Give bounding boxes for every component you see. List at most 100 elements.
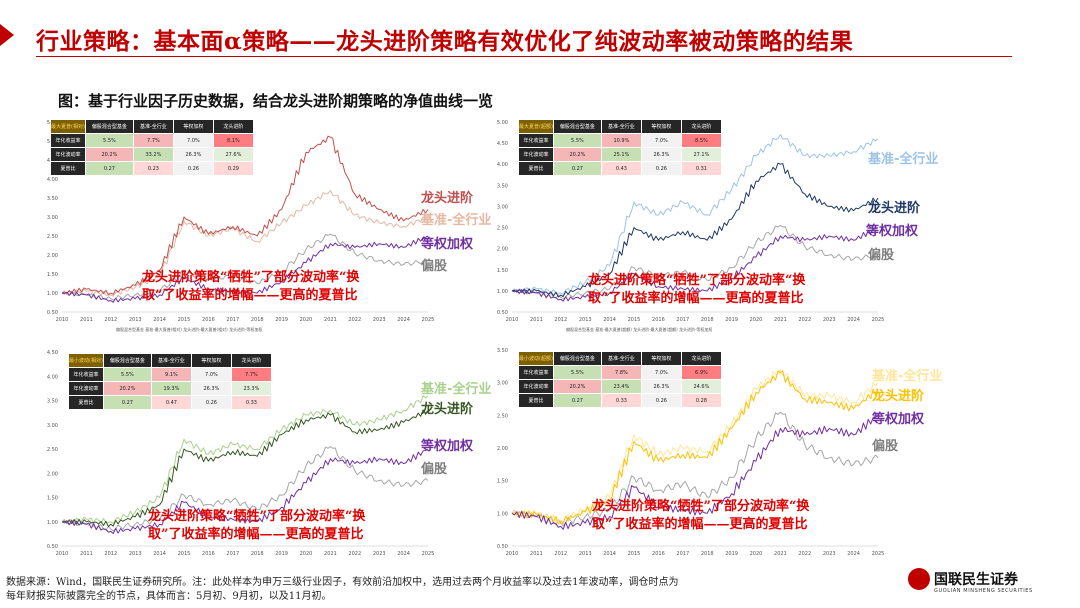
table-row-label: 年化波动率: [68, 381, 104, 396]
series-label: 基准-全行业: [421, 382, 492, 397]
annotation-line-2: 取”了收益率的增幅——更高的夏普比: [592, 517, 808, 532]
table-row-label: 夏普比: [50, 161, 86, 176]
table-header-cell: 龙头进阶: [230, 353, 272, 368]
table-cell: 10.9%: [600, 133, 642, 148]
x-tick-label: 2019: [275, 317, 288, 323]
table-header-cell: 偏股混合型基金: [552, 119, 602, 134]
x-tick-label: 2023: [373, 551, 386, 557]
x-tick-label: 2016: [652, 551, 665, 557]
metrics-table: 最大夏普(相对) 偏股混合型基金 基准-全行业 等权加权 龙头进阶 年化收益率 5.5% 7.…: [50, 119, 254, 176]
chart-svg: 0.501.001.502.002.503.003.504.004.505.00…: [497, 120, 885, 323]
table-cell: 0.26: [640, 393, 682, 408]
table-row-label: 夏普比: [68, 395, 104, 410]
table-cell: 33.2%: [132, 147, 174, 162]
x-tick-label: 2025: [422, 317, 435, 323]
x-tick-label: 2020: [300, 551, 313, 557]
annotation-text: 龙头进阶策略“牺牲”了部分波动率“换 取”了收益率的增幅——更高的夏普比: [148, 508, 433, 544]
series-line: [61, 446, 429, 532]
x-tick-label: 2011: [80, 317, 93, 323]
chart-panel-min-vol-relative: 0.50 1.00 1.50 2.00 2.50 3.00 3.50 4.00 4.50 2010…: [30, 348, 500, 568]
logo-subtitle: GUOLIAN MINSHENG SECURITIES: [934, 588, 1033, 594]
x-tick-label: 2015: [178, 317, 191, 323]
x-tick-label: 2024: [847, 317, 860, 323]
x-tick-label: 2014: [153, 551, 166, 557]
chart-svg: 0.501.001.502.002.503.003.504.004.505.00…: [47, 120, 435, 323]
x-tick-label: 2017: [676, 551, 689, 557]
page-title: 行业策略：基本面α策略——龙头进阶策略有效优化了纯波动率被动策略的结果: [36, 28, 854, 55]
x-tick-label: 2011: [530, 317, 543, 323]
table-row-label: 年化收益率: [518, 365, 554, 380]
x-tick-label: 2017: [226, 551, 239, 557]
table-cell: 26.3%: [640, 147, 682, 162]
table-cell: 7.7%: [132, 133, 174, 148]
table-cell: 0.31: [680, 161, 722, 176]
logo-emblem-icon: [908, 568, 930, 590]
table-header-cell: 偏股混合型基金: [84, 119, 134, 134]
y-tick-label: 2.00: [47, 253, 58, 259]
table-header-cell: 等权加权: [172, 119, 214, 134]
table-cell: 8.1%: [212, 133, 254, 148]
table-cell: 0.27: [552, 393, 602, 408]
table-row-label: 年化波动率: [50, 147, 86, 162]
x-tick-label: 2010: [56, 551, 69, 557]
series-label: 等权加权: [872, 412, 925, 427]
annotation-line-1: 龙头进阶策略“牺牲”了部分波动率“换: [142, 270, 360, 285]
table-cell: 0.27: [102, 395, 152, 410]
y-tick-label: 4.00: [47, 177, 58, 183]
x-tick-label: 2023: [823, 551, 836, 557]
x-tick-label: 2020: [300, 317, 313, 323]
table-cell: 8.5%: [680, 133, 722, 148]
figure-title: 图：基于行业因子历史数据，结合龙头进阶期策略的净值曲线一览: [58, 92, 494, 110]
x-tick-label: 2011: [80, 551, 93, 557]
table-cell: 0.27: [552, 161, 602, 176]
x-tick-label: 2012: [104, 551, 117, 557]
series-label: 龙头进阶: [421, 191, 474, 206]
series-label: 龙头进阶: [872, 389, 925, 404]
x-tick-label: 2022: [798, 551, 811, 557]
y-tick-label: 3.00: [47, 423, 58, 429]
table-header-cell: 等权加权: [190, 353, 232, 368]
series-label: 基准-全行业: [872, 369, 943, 384]
y-tick-label: 0.50: [47, 544, 58, 550]
table-cell: 6.9%: [680, 365, 722, 380]
series-label: 基准-全行业: [421, 213, 492, 228]
x-tick-label: 2022: [798, 317, 811, 323]
table-cell: 7.0%: [190, 367, 232, 382]
table-cell: 0.26: [190, 395, 232, 410]
x-tick-label: 2018: [701, 551, 714, 557]
table-header-cell: 龙头进阶: [680, 119, 722, 134]
x-tick-label: 2018: [251, 551, 264, 557]
table-header-cell: 等权加权: [640, 351, 682, 366]
x-tick-label: 2016: [652, 317, 665, 323]
y-tick-label: 0.50: [47, 310, 58, 316]
x-tick-label: 2017: [676, 317, 689, 323]
x-tick-label: 2016: [202, 317, 215, 323]
y-tick-label: 1.00: [47, 291, 58, 297]
y-tick-label: 3.50: [47, 196, 58, 202]
table-cell: 0.29: [212, 161, 254, 176]
table-cell: 5.5%: [102, 367, 152, 382]
x-tick-label: 2013: [579, 317, 592, 323]
x-tick-label: 2020: [750, 317, 763, 323]
x-tick-label: 2014: [153, 317, 166, 323]
series-label: 基准-全行业: [868, 152, 939, 167]
metrics-table: 最小波动(相对) 偏股混合型基金 基准-全行业 等权加权 龙头进阶 年化收益率 5.5% 9.…: [68, 353, 272, 410]
logo-name: 国联民生证券: [934, 572, 1018, 588]
table-header-cell: 基准-全行业: [150, 353, 192, 368]
chart-legend: 偏股混合型基金 基准-最大夏普(相对) 龙头进阶-最大夏普(相对) 龙头进阶-等…: [116, 327, 263, 332]
series-line: [511, 227, 879, 302]
table-cell: 0.27: [84, 161, 134, 176]
annotation-line-1: 龙头进阶策略“牺牲”了部分波动率“换: [592, 499, 810, 514]
x-tick-label: 2025: [872, 551, 885, 557]
table-cell: 9.1%: [150, 367, 192, 382]
y-tick-label: 3.50: [47, 399, 58, 405]
x-tick-label: 2025: [872, 317, 885, 323]
table-row-label: 年化收益率: [50, 133, 86, 148]
table-cell: 20.2%: [102, 381, 152, 396]
x-tick-label: 2021: [774, 317, 787, 323]
y-tick-label: 3.00: [47, 215, 58, 221]
source-note-line-1: 数据来源：Wind，国联民生证券研究所。注：此处样本为申万三级行业因子，有效前沿…: [6, 577, 679, 588]
x-tick-label: 2022: [348, 551, 361, 557]
x-tick-label: 2018: [251, 317, 264, 323]
y-tick-label: 2.50: [497, 226, 508, 232]
